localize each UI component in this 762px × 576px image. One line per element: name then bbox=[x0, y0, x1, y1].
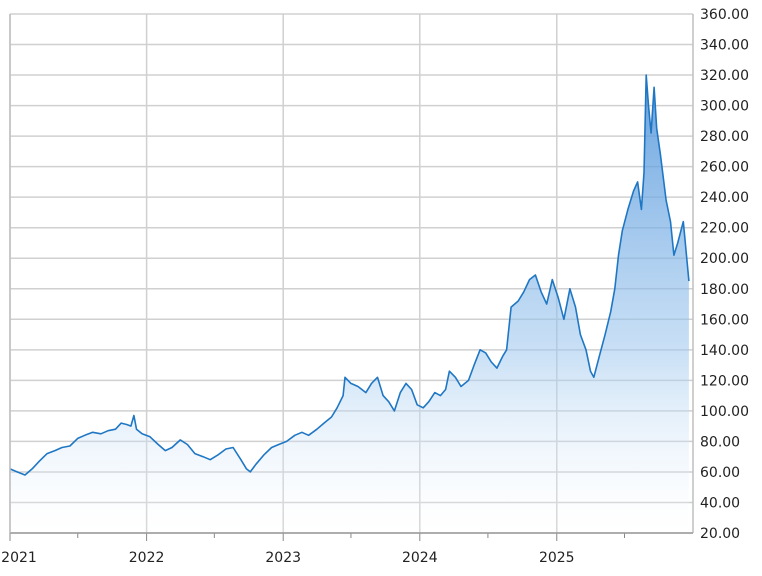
y-tick-label: 180.00 bbox=[700, 282, 749, 298]
y-tick-label: 20.00 bbox=[700, 526, 740, 542]
y-tick-label: 260.00 bbox=[700, 160, 749, 176]
x-tick-label: 2024 bbox=[402, 550, 438, 566]
y-tick-label: 300.00 bbox=[700, 99, 749, 115]
series-line bbox=[9, 74, 690, 476]
y-tick-label: 40.00 bbox=[700, 495, 740, 511]
y-tick-label: 120.00 bbox=[700, 373, 749, 389]
y-tick-label: 80.00 bbox=[700, 434, 740, 450]
y-tick-label: 340.00 bbox=[700, 38, 749, 54]
x-axis-ticks: 2021 2022 2023 2024 2025 bbox=[1, 550, 574, 566]
x-tick-label: 2025 bbox=[539, 550, 575, 566]
series-area bbox=[10, 75, 689, 533]
y-tick-label: 220.00 bbox=[700, 221, 749, 237]
y-tick-label: 200.00 bbox=[700, 251, 749, 267]
y-tick-label: 280.00 bbox=[700, 129, 749, 145]
x-tick-label: 2022 bbox=[129, 550, 165, 566]
y-axis-ticks: 20.00 40.00 60.00 80.00 100.00 120.00 140.00 16… bbox=[700, 7, 749, 542]
axes bbox=[9, 14, 694, 541]
y-tick-label: 160.00 bbox=[700, 312, 749, 328]
y-tick-label: 140.00 bbox=[700, 343, 749, 359]
x-tick-label: 2021 bbox=[1, 550, 37, 566]
y-tick-label: 60.00 bbox=[700, 465, 740, 481]
y-tick-label: 240.00 bbox=[700, 190, 749, 206]
y-tick-label: 360.00 bbox=[700, 7, 749, 23]
y-tick-label: 320.00 bbox=[700, 68, 749, 84]
price-line bbox=[9, 74, 690, 476]
price-area bbox=[10, 75, 689, 533]
y-tick-label: 100.00 bbox=[700, 404, 749, 420]
x-tick-label: 2023 bbox=[265, 550, 301, 566]
